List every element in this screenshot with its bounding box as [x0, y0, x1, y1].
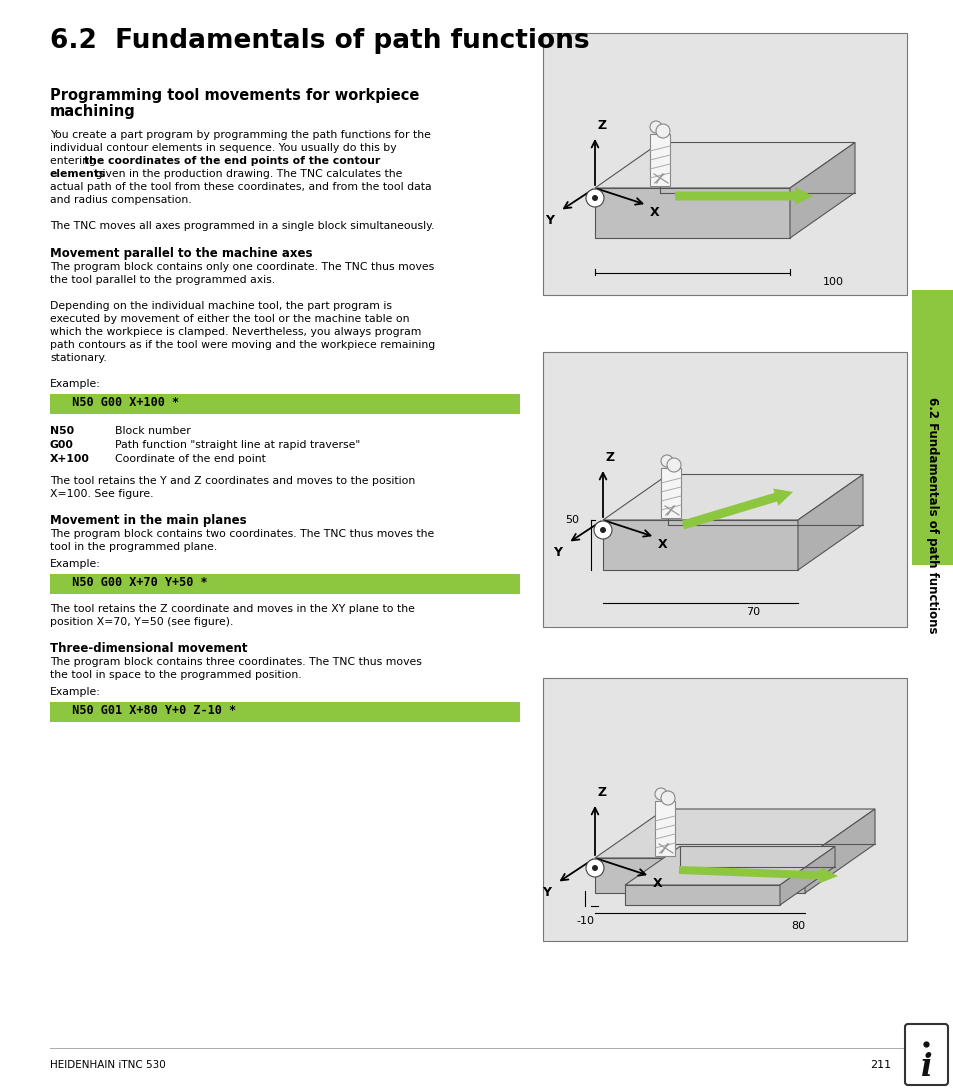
Text: Y: Y — [545, 214, 554, 227]
Text: stationary.: stationary. — [50, 353, 107, 363]
Text: -10: -10 — [576, 916, 594, 926]
Circle shape — [656, 124, 669, 137]
Text: You create a part program by programming the path functions for the: You create a part program by programming… — [50, 130, 431, 140]
Text: X=100. See figure.: X=100. See figure. — [50, 489, 153, 499]
Text: N50 G00 X+70 Y+50 *: N50 G00 X+70 Y+50 * — [58, 576, 208, 589]
Bar — [542, 33, 906, 295]
Text: HEIDENHAIN iTNC 530: HEIDENHAIN iTNC 530 — [50, 1060, 166, 1070]
Bar — [542, 678, 906, 942]
Text: G00: G00 — [50, 440, 73, 449]
Text: which the workpiece is clamped. Nevertheless, you always program: which the workpiece is clamped. Neverthe… — [50, 327, 421, 337]
Text: N50: N50 — [50, 425, 74, 436]
FancyBboxPatch shape — [904, 1024, 947, 1086]
Polygon shape — [660, 468, 680, 518]
Text: The TNC moves all axes programmed in a single block simultaneously.: The TNC moves all axes programmed in a s… — [50, 221, 434, 231]
Text: Movement in the main planes: Movement in the main planes — [50, 514, 247, 527]
Text: position X=70, Y=50 (see figure).: position X=70, Y=50 (see figure). — [50, 618, 233, 627]
Bar — [911, 290, 953, 565]
Text: Example:: Example: — [50, 559, 101, 570]
Text: 50: 50 — [564, 515, 578, 525]
Text: The program block contains three coordinates. The TNC thus moves: The program block contains three coordin… — [50, 657, 421, 667]
Text: Y: Y — [542, 886, 551, 899]
Bar — [542, 352, 906, 627]
Text: 70: 70 — [745, 607, 760, 618]
Circle shape — [585, 859, 603, 877]
Text: 211: 211 — [869, 1060, 890, 1070]
Polygon shape — [595, 858, 804, 894]
Bar — [50, 574, 519, 594]
Polygon shape — [624, 847, 834, 885]
Text: Y: Y — [553, 546, 562, 559]
Polygon shape — [595, 188, 789, 238]
Text: the coordinates of the end points of the contour: the coordinates of the end points of the… — [84, 156, 380, 166]
Text: Path function "straight line at rapid traverse": Path function "straight line at rapid tr… — [115, 440, 360, 449]
Text: Example:: Example: — [50, 687, 101, 697]
Circle shape — [585, 189, 603, 207]
Text: N50 G01 X+80 Y+0 Z-10 *: N50 G01 X+80 Y+0 Z-10 * — [58, 705, 236, 718]
Polygon shape — [595, 143, 854, 188]
Polygon shape — [679, 866, 837, 884]
Text: actual path of the tool from these coordinates, and from the tool data: actual path of the tool from these coord… — [50, 182, 431, 192]
Text: The program block contains two coordinates. The TNC thus moves the: The program block contains two coordinat… — [50, 529, 434, 539]
Polygon shape — [602, 520, 797, 570]
Circle shape — [666, 458, 680, 472]
Text: Block number: Block number — [115, 425, 191, 436]
Circle shape — [655, 788, 666, 800]
Text: X+100: X+100 — [50, 454, 90, 464]
Text: Z: Z — [598, 786, 606, 799]
Text: Example:: Example: — [50, 379, 101, 389]
Polygon shape — [624, 885, 780, 906]
Polygon shape — [595, 810, 874, 858]
Text: N50 G00 X+100 *: N50 G00 X+100 * — [58, 396, 179, 409]
Text: Z: Z — [605, 451, 615, 464]
Text: The tool retains the Z coordinate and moves in the XY plane to the: The tool retains the Z coordinate and mo… — [50, 604, 415, 614]
Text: tool in the programmed plane.: tool in the programmed plane. — [50, 542, 217, 552]
Text: X: X — [649, 206, 659, 219]
Text: 100: 100 — [822, 277, 843, 287]
Polygon shape — [602, 475, 862, 520]
Circle shape — [594, 521, 612, 539]
Text: i: i — [920, 1053, 931, 1083]
Polygon shape — [804, 810, 874, 894]
Text: entering: entering — [50, 156, 99, 166]
Text: Three-dimensional movement: Three-dimensional movement — [50, 642, 247, 655]
Text: given in the production drawing. The TNC calculates the: given in the production drawing. The TNC… — [91, 169, 402, 179]
Text: 80: 80 — [790, 921, 804, 931]
Text: individual contour elements in sequence. You usually do this by: individual contour elements in sequence.… — [50, 143, 396, 153]
Text: the tool in space to the programmed position.: the tool in space to the programmed posi… — [50, 670, 301, 680]
Circle shape — [592, 195, 598, 201]
Text: X: X — [658, 538, 667, 551]
Text: Depending on the individual machine tool, the part program is: Depending on the individual machine tool… — [50, 301, 392, 311]
Circle shape — [660, 791, 675, 805]
Text: The program block contains only one coordinate. The TNC thus moves: The program block contains only one coor… — [50, 262, 434, 272]
Text: executed by movement of either the tool or the machine table on: executed by movement of either the tool … — [50, 314, 409, 324]
Bar — [50, 702, 519, 722]
Text: 6.2 Fundamentals of path functions: 6.2 Fundamentals of path functions — [925, 397, 939, 634]
Text: The tool retains the Y and Z coordinates and moves to the position: The tool retains the Y and Z coordinates… — [50, 476, 415, 485]
Text: X: X — [652, 877, 662, 890]
Text: 6.2  Fundamentals of path functions: 6.2 Fundamentals of path functions — [50, 28, 589, 53]
Polygon shape — [681, 489, 792, 529]
Polygon shape — [655, 801, 675, 856]
Polygon shape — [675, 187, 812, 205]
Text: path contours as if the tool were moving and the workpiece remaining: path contours as if the tool were moving… — [50, 340, 435, 350]
Circle shape — [649, 121, 661, 133]
Polygon shape — [780, 847, 834, 906]
Polygon shape — [649, 134, 669, 185]
Polygon shape — [797, 475, 862, 570]
Circle shape — [592, 865, 598, 871]
Polygon shape — [789, 143, 854, 238]
Text: and radius compensation.: and radius compensation. — [50, 195, 192, 205]
Circle shape — [599, 527, 605, 533]
Circle shape — [660, 455, 672, 467]
Text: the tool parallel to the programmed axis.: the tool parallel to the programmed axis… — [50, 275, 274, 285]
Text: Z: Z — [598, 119, 606, 132]
Text: Coordinate of the end point: Coordinate of the end point — [115, 454, 266, 464]
Text: elements: elements — [50, 169, 106, 179]
Text: Movement parallel to the machine axes: Movement parallel to the machine axes — [50, 247, 313, 260]
Bar — [911, 0, 953, 1091]
Text: Programming tool movements for workpiece: Programming tool movements for workpiece — [50, 88, 419, 103]
Text: machining: machining — [50, 104, 135, 119]
Bar — [50, 394, 519, 413]
